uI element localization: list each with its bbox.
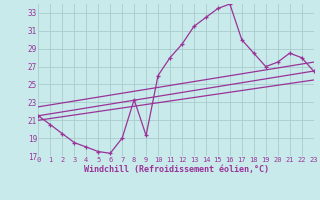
X-axis label: Windchill (Refroidissement éolien,°C): Windchill (Refroidissement éolien,°C) [84,165,268,174]
